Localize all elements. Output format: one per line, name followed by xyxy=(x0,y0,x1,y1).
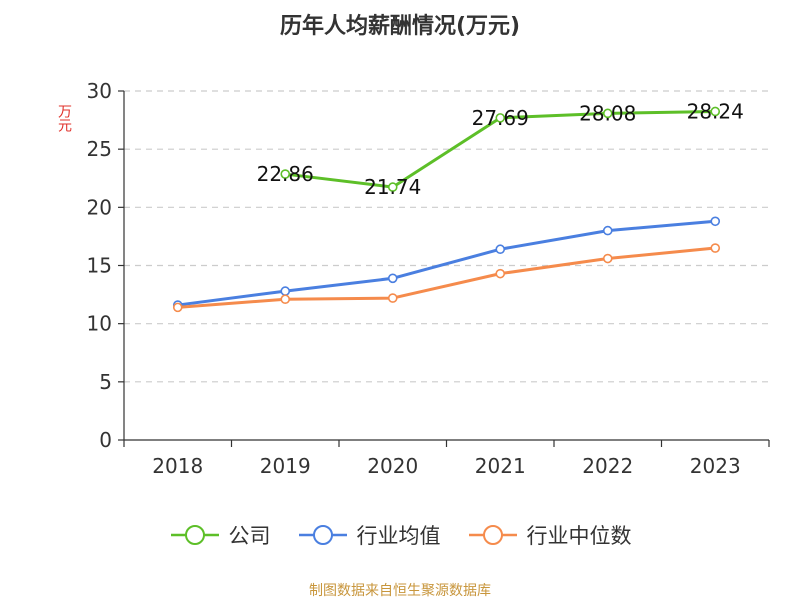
legend: 公司 行业均值 行业中位数 xyxy=(0,520,800,550)
data-point xyxy=(710,216,721,227)
legend-label: 行业中位数 xyxy=(526,524,632,548)
y-tick-label: 25 xyxy=(87,137,112,161)
x-tick-label: 2023 xyxy=(690,454,741,478)
series-lines xyxy=(172,106,721,313)
legend-item[interactable]: 行业中位数 xyxy=(467,520,632,550)
data-label: 28.08 xyxy=(579,101,636,125)
x-tick-label: 2021 xyxy=(475,454,526,478)
legend-label: 行业均值 xyxy=(356,524,441,548)
axes: 0 5 10 15 20 25 30 2018 2019 2020 2021 2022 2023 xyxy=(87,79,770,478)
data-label: 21.74 xyxy=(364,175,421,199)
y-tick-label: 15 xyxy=(87,254,112,278)
grid-lines xyxy=(124,90,769,383)
y-tick-label: 5 xyxy=(99,370,112,394)
legend-item[interactable]: 行业均值 xyxy=(297,520,441,550)
data-labels: 22.86 21.74 27.69 28.08 28.24 xyxy=(257,99,744,199)
y-tick-label: 30 xyxy=(87,79,112,103)
legend-item[interactable]: 公司 xyxy=(169,520,271,550)
x-tick-label: 2018 xyxy=(152,454,203,478)
data-point xyxy=(280,169,291,179)
data-point xyxy=(280,286,291,296)
data-label: 22.86 xyxy=(257,162,314,186)
legend-line-marker-icon xyxy=(298,525,347,545)
data-point xyxy=(280,294,291,305)
series-1 xyxy=(172,216,721,310)
legend-line-marker-icon xyxy=(468,525,517,545)
y-tick-label: 20 xyxy=(87,195,112,219)
data-point xyxy=(602,108,613,119)
x-tick-label: 2019 xyxy=(260,454,311,478)
x-tick-label: 2020 xyxy=(367,454,418,478)
y-axis-unit-label: 万元 xyxy=(56,104,72,132)
legend-line-marker-icon xyxy=(170,525,219,545)
data-label: 28.24 xyxy=(687,99,744,123)
series-line xyxy=(177,219,716,307)
series-2 xyxy=(172,243,721,313)
data-point xyxy=(710,243,721,253)
data-label: 27.69 xyxy=(472,106,529,130)
y-tick-label: 0 xyxy=(99,428,112,452)
data-point xyxy=(495,244,506,255)
data-point xyxy=(172,302,183,313)
data-point xyxy=(602,253,613,264)
series-line xyxy=(177,246,716,309)
data-point xyxy=(387,293,398,303)
legend-label: 公司 xyxy=(228,524,271,548)
data-point xyxy=(495,268,506,279)
series-0 xyxy=(280,106,721,192)
y-tick-label: 10 xyxy=(87,312,112,336)
data-point xyxy=(495,113,506,123)
data-point xyxy=(387,182,398,192)
chart-title: 历年人均薪酬情况(万元) xyxy=(279,14,521,39)
source-note: 制图数据来自恒生聚源数据库 xyxy=(309,583,491,599)
data-point xyxy=(710,106,721,117)
data-point xyxy=(387,273,398,284)
data-point xyxy=(602,225,613,236)
x-tick-label: 2022 xyxy=(582,454,633,478)
